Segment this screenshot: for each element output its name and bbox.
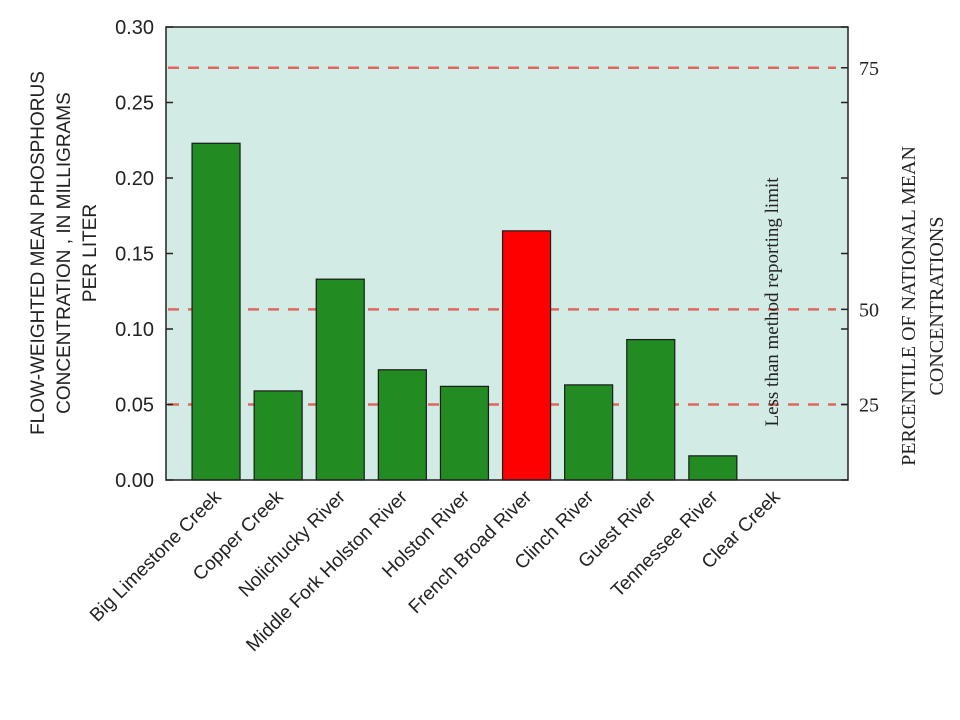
right-tick-label-75: 75 xyxy=(859,58,879,80)
left-axis-ticks: 0.00 0.05 0.10 0.15 0.20 0.25 0.30 xyxy=(115,17,848,492)
left-axis-title-line: FLOW-WEIGHTED MEAN PHOSPHORUS xyxy=(28,71,49,435)
category-label-tennessee-river: Tennessee River xyxy=(607,486,722,601)
left-tick-label: 0.30 xyxy=(115,17,154,39)
left-axis-title: FLOW-WEIGHTED MEAN PHOSPHORUS CONCENTRATI… xyxy=(28,71,101,435)
right-axis-title-line: PERCENTILE OF NATIONAL MEAN xyxy=(898,146,920,466)
left-axis-title-line: PER LITER xyxy=(80,204,101,302)
right-tick-label-25: 25 xyxy=(859,395,879,417)
annotation-less-than-reporting-limit: Less than method reporting limit xyxy=(762,177,783,427)
right-axis-ticks: 25 50 75 xyxy=(841,58,879,417)
left-tick-label: 0.05 xyxy=(115,395,154,417)
category-label-nolichucky-river: Nolichucky River xyxy=(235,486,350,601)
left-tick-label: 0.20 xyxy=(115,168,154,190)
bar-french-broad-river xyxy=(501,230,552,481)
right-tick-label-50: 50 xyxy=(859,299,879,321)
left-tick-label: 0.00 xyxy=(115,470,154,492)
bar-nolichucky-river xyxy=(315,278,365,481)
bar-holston-river xyxy=(439,385,490,481)
right-axis-title: PERCENTILE OF NATIONAL MEAN CONCENTRATION… xyxy=(898,146,948,466)
right-axis-title-line: CONCENTRATIONS xyxy=(926,217,948,396)
bar-middle-fork-holston-river xyxy=(377,369,427,481)
bars xyxy=(191,142,738,481)
left-axis-title-line: CONCENTRATION , IN MILLIGRAMS xyxy=(54,92,75,414)
bar-guest-river xyxy=(626,338,676,481)
left-tick-label: 0.10 xyxy=(115,319,154,341)
bar-big-limestone-creek xyxy=(191,142,241,481)
bar-copper-creek xyxy=(253,390,303,481)
bar-tennessee-river xyxy=(688,455,738,481)
left-tick-label: 0.25 xyxy=(115,93,154,115)
bar-clinch-river xyxy=(564,384,614,481)
left-tick-label: 0.15 xyxy=(115,244,154,266)
